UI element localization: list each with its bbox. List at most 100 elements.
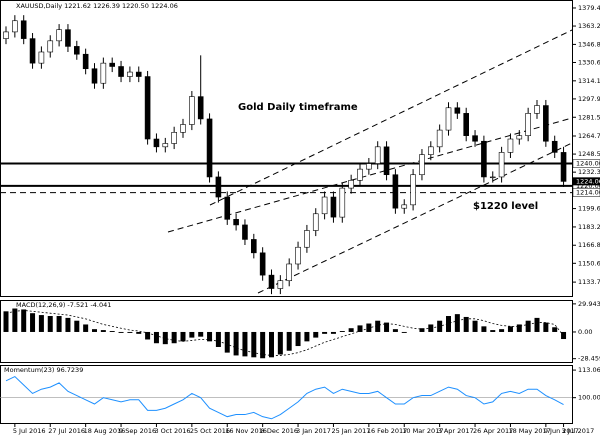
candle-body xyxy=(463,113,470,136)
candle-body xyxy=(20,20,27,39)
momentum-line xyxy=(5,375,564,420)
candle-body xyxy=(374,146,381,164)
macd-bar xyxy=(83,324,89,332)
macd-bar xyxy=(242,331,248,357)
candle-body xyxy=(277,280,284,289)
macd-bar xyxy=(348,328,354,332)
candle-body xyxy=(383,146,390,176)
macd-bar xyxy=(552,327,558,332)
candle-body xyxy=(233,219,239,226)
level-tag xyxy=(572,159,600,168)
candle-body xyxy=(180,124,186,133)
y-tick-label: 1363.25 xyxy=(578,22,600,30)
macd-bar xyxy=(233,331,239,356)
x-tick-label: 3 Jan 2017 xyxy=(296,427,331,435)
macd-bar xyxy=(534,317,540,332)
candle-body xyxy=(330,196,337,218)
macd-bar xyxy=(136,331,142,334)
macd-bar xyxy=(56,316,62,332)
signal-line xyxy=(5,309,564,356)
macd-bar xyxy=(215,331,221,347)
candle-body xyxy=(259,252,266,276)
macd-bar xyxy=(277,331,283,355)
candle-body xyxy=(74,46,80,55)
macd-bar xyxy=(47,316,53,332)
candle-body xyxy=(472,135,478,142)
macd-bar xyxy=(490,330,496,332)
candle-body xyxy=(507,138,514,153)
candle-body xyxy=(401,204,408,209)
candle-body xyxy=(171,132,177,144)
macd-bar xyxy=(171,331,177,344)
macd-bar xyxy=(269,331,274,358)
macd-bar xyxy=(100,330,106,332)
macd-bar xyxy=(507,326,513,332)
macd-bar xyxy=(401,331,407,333)
x-tick-label: 3 Apr 2017 xyxy=(438,427,474,435)
last-price-tag xyxy=(573,177,600,186)
candle-body xyxy=(454,107,461,114)
macd-bar xyxy=(92,329,97,332)
x-tick-label: 8 Dec 2016 xyxy=(261,427,298,435)
candle-body xyxy=(144,76,151,140)
candle-body xyxy=(498,152,505,178)
last-price-label: 1224.06 xyxy=(576,177,600,185)
candle-body xyxy=(304,230,310,248)
panel-title: MACD(12,26,9) -7.521 -4.041 xyxy=(16,301,111,309)
macd-bar xyxy=(224,331,230,353)
macd-bar xyxy=(207,331,213,342)
y-tick-label: -28.459 xyxy=(578,355,600,363)
candle-body xyxy=(489,176,496,179)
macd-bar xyxy=(286,331,292,351)
candle-body xyxy=(551,140,558,153)
y-tick-label: 113.0637 xyxy=(578,366,600,374)
y-tick-label: 1281.50 xyxy=(578,113,600,121)
macd-bar xyxy=(330,331,336,334)
macd-bar xyxy=(12,308,18,332)
candle-body xyxy=(516,135,523,140)
candle-body xyxy=(65,29,71,47)
macd-bar xyxy=(419,328,425,332)
level-label: 1214.00 xyxy=(576,189,600,197)
macd-bar xyxy=(357,325,363,332)
candle-body xyxy=(357,168,363,181)
candle-body xyxy=(153,138,160,148)
macd-bar xyxy=(516,324,522,332)
y-tick-label: 1133.75 xyxy=(578,278,600,286)
x-tick-label: 18 Aug 2016 xyxy=(84,427,126,435)
candle-body xyxy=(445,107,452,131)
x-tick-label: 3 Jul 2017 xyxy=(562,427,595,435)
y-tick-label: 1248.50 xyxy=(578,150,600,158)
x-tick-label: 5 Jul 2016 xyxy=(13,427,46,435)
x-tick-label: 25 Jan 2017 xyxy=(331,427,370,435)
y-tick-label: 1379.45 xyxy=(578,4,600,12)
candle-body xyxy=(29,38,36,64)
level-tag xyxy=(572,188,600,197)
candle-body xyxy=(197,96,204,120)
candle-body xyxy=(436,129,443,148)
macd-bar xyxy=(74,320,80,332)
candle-body xyxy=(560,152,567,182)
candle-body xyxy=(12,20,18,33)
candle-body xyxy=(286,263,293,282)
candle-body xyxy=(206,118,213,178)
candle-body xyxy=(410,174,416,206)
macd-bar xyxy=(392,329,398,332)
level-label: 1240.00 xyxy=(576,160,600,168)
macd-bar xyxy=(180,331,186,342)
x-tick-label: 3 Oct 2016 xyxy=(154,427,190,435)
candle-body xyxy=(427,146,434,155)
x-tick-label: 18 May 2017 xyxy=(508,427,550,435)
candle-body xyxy=(242,224,248,240)
candle-body xyxy=(481,140,487,178)
candle-body xyxy=(118,66,124,77)
y-tick-label: 1150.60 xyxy=(578,259,600,267)
macd-bar xyxy=(189,331,195,338)
candle-body xyxy=(47,40,54,53)
candle-body xyxy=(392,174,399,209)
macd-bar xyxy=(162,331,168,345)
momentum-panel xyxy=(0,365,573,424)
y-tick-label: 29.943 xyxy=(578,300,600,308)
candle-body xyxy=(268,274,275,289)
candle-body xyxy=(525,113,531,136)
